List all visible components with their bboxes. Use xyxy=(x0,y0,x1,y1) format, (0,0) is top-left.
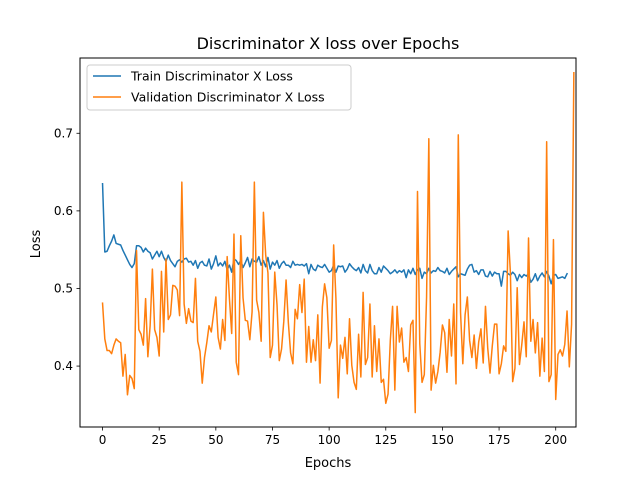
x-tick-label: 75 xyxy=(265,433,280,447)
legend-box xyxy=(86,64,352,111)
x-tick-label: 150 xyxy=(431,433,454,447)
x-axis-label: Epochs xyxy=(305,456,352,471)
y-tick-label: 0.7 xyxy=(54,126,73,140)
y-tick-label: 0.4 xyxy=(54,359,73,373)
series-line-1 xyxy=(101,71,575,414)
legend-label-0: Train Discriminator X Loss xyxy=(130,69,293,84)
y-tick-label: 0.5 xyxy=(54,281,73,295)
x-tick-label: 175 xyxy=(488,433,511,447)
x-tick-label: 25 xyxy=(152,433,167,447)
x-axis: 0 25 50 75 100 125 150 175 200 xyxy=(99,427,567,447)
y-axis: 0.4 0.5 0.6 0.7 xyxy=(54,126,80,373)
y-tick-label: 0.6 xyxy=(54,204,73,218)
chart-title: Discriminator X loss over Epochs xyxy=(197,34,460,53)
x-tick-label: 200 xyxy=(544,433,567,447)
x-tick-label: 0 xyxy=(99,433,107,447)
y-axis-label: Loss xyxy=(29,230,44,259)
legend: Train Discriminator X Loss Validation Dis… xyxy=(86,64,352,111)
legend-label-1: Validation Discriminator X Loss xyxy=(131,90,325,105)
plot-area xyxy=(101,71,575,414)
x-tick-label: 125 xyxy=(374,433,397,447)
plot-frame xyxy=(79,57,577,428)
x-tick-label: 100 xyxy=(318,433,341,447)
x-tick-label: 50 xyxy=(208,433,223,447)
